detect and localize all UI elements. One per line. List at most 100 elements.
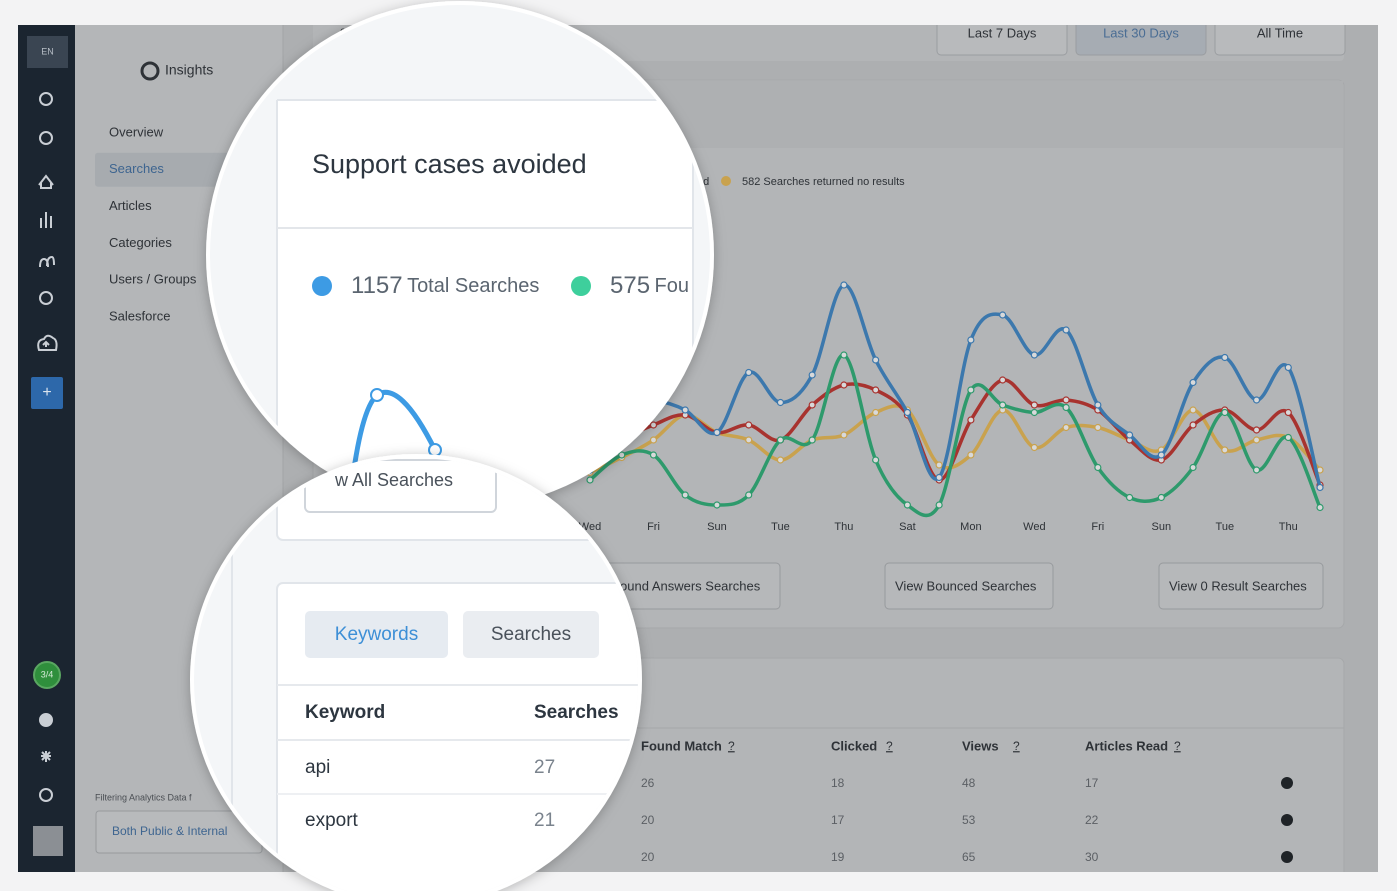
series-point — [649, 451, 658, 459]
series-point — [1252, 436, 1261, 444]
series-point — [776, 436, 785, 444]
help-mark[interactable]: ? — [886, 739, 893, 753]
legend-swatch — [312, 276, 332, 296]
series-point — [1284, 433, 1292, 442]
x-tick-label: Wed — [1023, 521, 1045, 533]
add-button[interactable] — [31, 377, 63, 409]
x-tick-label: Fri — [1091, 521, 1104, 533]
zoom-bottom-content: w All Searches Keywords Searches Keyword Sea… — [194, 458, 638, 891]
info-icon[interactable] — [1281, 777, 1293, 789]
series-point — [999, 311, 1007, 319]
table-header: Found Match — [641, 738, 722, 753]
series-point — [776, 456, 785, 464]
nav-title: Insights — [165, 62, 213, 78]
series-point — [1316, 483, 1324, 492]
nav-item[interactable]: Salesforce — [109, 308, 170, 323]
series-point — [840, 431, 848, 439]
icon[interactable] — [39, 713, 53, 727]
series-point — [1316, 503, 1324, 512]
date-button[interactable] — [1075, 15, 1207, 56]
series-point — [1252, 426, 1261, 434]
number-cell: 17 — [1085, 776, 1099, 790]
icon[interactable] — [40, 212, 52, 228]
nav-item[interactable]: Searches — [109, 161, 164, 176]
series-point — [840, 381, 848, 389]
keyword-cell: export — [305, 810, 359, 831]
series-point — [713, 428, 721, 437]
nav-item[interactable]: Categories — [109, 235, 172, 250]
tab[interactable] — [305, 611, 448, 658]
series-point — [745, 421, 753, 429]
avatar[interactable] — [33, 826, 63, 856]
nav-item[interactable]: Articles — [109, 198, 152, 213]
series-point — [903, 501, 912, 509]
icon-sidebar — [18, 25, 75, 872]
x-tick-label: Sun — [707, 521, 727, 533]
series-point — [1125, 493, 1134, 502]
series-point — [872, 408, 880, 417]
legend-total: 575 — [610, 272, 650, 299]
icon[interactable] — [41, 751, 51, 762]
series-point — [1221, 446, 1229, 454]
legend-total: 1157 — [351, 272, 403, 299]
icon[interactable] — [39, 92, 53, 106]
number-cell: 65 — [962, 850, 976, 864]
chart-button[interactable] — [884, 562, 1054, 610]
date-button[interactable] — [936, 15, 1068, 56]
icon[interactable] — [39, 291, 53, 305]
table-header: Clicked — [831, 738, 877, 753]
filter-label: Filtering Analytics Data f — [95, 792, 192, 802]
series-point — [586, 476, 594, 484]
nav-item[interactable]: Users / Groups — [109, 272, 197, 287]
date-button[interactable] — [1214, 15, 1346, 56]
tab[interactable] — [463, 611, 599, 658]
icon[interactable] — [39, 788, 53, 802]
series-point — [1252, 466, 1261, 474]
series-point — [1252, 396, 1261, 404]
series-point — [1189, 421, 1197, 429]
info-icon[interactable] — [1281, 851, 1293, 863]
language: EN — [41, 46, 54, 56]
series-point — [1094, 463, 1102, 472]
series-point — [808, 371, 816, 379]
info-icon[interactable] — [1281, 814, 1293, 826]
number-cell: 21 — [534, 810, 555, 831]
series-point — [713, 501, 721, 509]
number-cell: 19 — [831, 850, 845, 864]
icon[interactable] — [38, 174, 54, 189]
series-point — [745, 491, 753, 499]
help-mark[interactable]: ? — [1174, 739, 1181, 753]
icon[interactable] — [39, 131, 53, 145]
nav-item[interactable]: Overview — [109, 124, 164, 139]
series-point — [967, 336, 975, 344]
help-mark[interactable]: ? — [1013, 739, 1020, 753]
filter-button-label: Both Public & Internal — [112, 824, 227, 838]
add-label: + — [42, 384, 51, 401]
number-cell: 26 — [641, 776, 655, 790]
icon[interactable] — [37, 334, 58, 351]
tab-label: Keywords — [335, 624, 418, 645]
series-point — [745, 368, 753, 377]
series-point — [999, 401, 1007, 409]
help-mark[interactable]: ? — [728, 739, 735, 753]
series-point — [935, 473, 943, 482]
series-point — [1189, 406, 1197, 414]
series-point — [1094, 401, 1102, 409]
series-point — [935, 501, 943, 509]
series-point — [776, 398, 785, 407]
icon[interactable] — [39, 255, 55, 268]
progress-badge[interactable] — [33, 661, 61, 689]
series-point — [1284, 363, 1292, 372]
table-header: Views — [962, 738, 999, 753]
keyword-cell: api — [305, 757, 330, 778]
number-cell: 22 — [1085, 813, 1099, 827]
series-point — [1157, 493, 1165, 502]
table-header: Articles Read — [1085, 738, 1168, 753]
series-point — [649, 421, 658, 429]
number-cell: 48 — [962, 776, 976, 790]
language-box[interactable] — [27, 36, 68, 68]
chart-button[interactable] — [1158, 562, 1324, 610]
series-point — [618, 451, 626, 459]
